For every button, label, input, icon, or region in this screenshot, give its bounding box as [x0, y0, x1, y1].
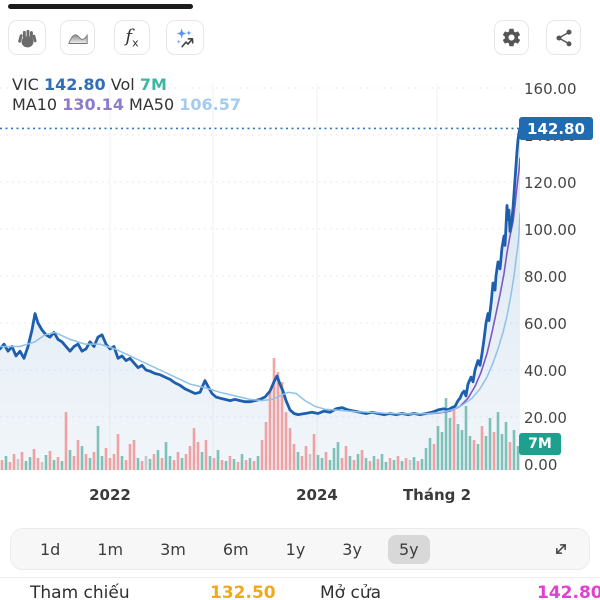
ma10-label: MA10	[12, 95, 58, 114]
range-button-1d[interactable]: 1d	[40, 539, 61, 559]
ma50-label: MA50	[129, 95, 175, 114]
y-tick-label: 40.00	[524, 362, 567, 380]
price-chart[interactable]	[0, 0, 520, 520]
ma10-value: 130.14	[62, 95, 124, 114]
reference-label: Tham chiếu	[30, 583, 130, 600]
y-tick-label: 100.00	[524, 221, 577, 239]
range-button-1m[interactable]: 1m	[97, 539, 124, 559]
ma50-value: 106.57	[179, 95, 241, 114]
indicators-fx-icon: fx	[125, 25, 139, 50]
last-price-value: 142.80	[43, 75, 106, 94]
pan-hand-icon	[17, 29, 37, 47]
x-tick-label: 2022	[89, 486, 131, 504]
legend-line-2: MA10 130.14 MA50 106.57	[12, 95, 241, 115]
reference-value: 132.50	[210, 583, 276, 600]
y-tick-label: 120.00	[524, 174, 577, 192]
y-tick-label: 60.00	[524, 315, 567, 333]
indicators-button[interactable]: fx	[114, 20, 150, 55]
legend-line-1: VIC 142.80 Vol 7M	[12, 75, 241, 95]
v-gridlines	[109, 84, 438, 470]
ai-trend-button[interactable]	[166, 20, 204, 55]
volume-bars	[0, 358, 520, 470]
range-button-3m[interactable]: 3m	[160, 539, 186, 559]
chart-legend: VIC 142.80 Vol 7M MA10 130.14 MA50 106.5…	[12, 75, 241, 115]
y-tick-label: 0.00	[524, 456, 558, 474]
y-tick-label: 80.00	[524, 268, 567, 286]
range-button-5y[interactable]: 5y	[387, 534, 430, 564]
share-icon	[556, 29, 571, 46]
area-chart-icon	[67, 33, 88, 44]
chart-style-button[interactable]	[60, 20, 95, 55]
x-tick-label: 2024	[296, 486, 338, 504]
price-line	[0, 126, 520, 417]
footer-stats: Tham chiếu 132.50 Mở cửa 142.80	[0, 583, 600, 600]
last-price-badge: 142.80	[519, 117, 593, 140]
y-tick-label: 20.00	[524, 409, 567, 427]
open-value: 142.80	[537, 583, 600, 600]
drag-handle-bar	[8, 4, 193, 9]
share-button[interactable]	[546, 20, 581, 55]
range-selector: 1d 1m 3m 6m 1y 3y 5y	[10, 528, 590, 570]
y-tick-label: 160.00	[524, 80, 577, 98]
x-tick-label: Tháng 2	[402, 486, 472, 504]
ai-sparkle-icon	[176, 27, 194, 47]
range-button-1y[interactable]: 1y	[285, 539, 306, 559]
footer-divider	[0, 577, 600, 578]
price-area-fill	[0, 128, 520, 470]
symbol-label: VIC	[12, 75, 39, 94]
vol-value: 7M	[139, 75, 167, 94]
range-button-3y[interactable]: 3y	[342, 539, 362, 559]
settings-gear-icon	[502, 28, 521, 47]
vol-label: Vol	[110, 75, 135, 94]
open-label: Mở cửa	[320, 583, 382, 600]
range-button-6m[interactable]: 6m	[222, 539, 249, 559]
expand-icon	[556, 544, 566, 554]
volume-badge: 7M	[519, 433, 561, 455]
fullscreen-button[interactable]	[551, 539, 571, 559]
pan-tool-button[interactable]	[8, 20, 46, 55]
settings-button[interactable]	[494, 20, 529, 55]
ma50-line	[0, 212, 520, 415]
